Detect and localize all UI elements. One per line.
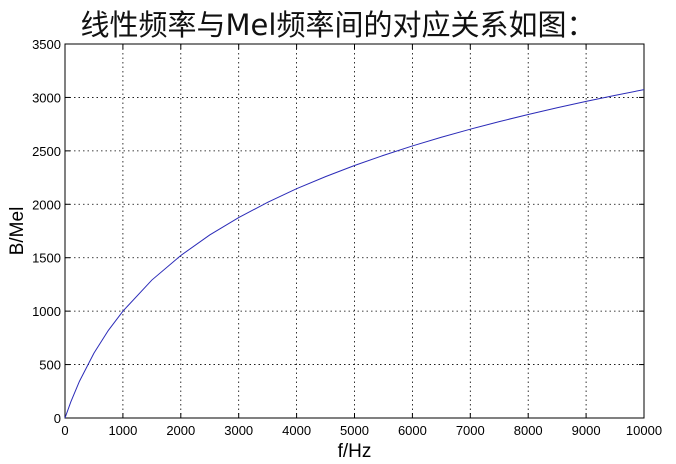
y-tick-label: 1000 — [32, 304, 61, 319]
y-axis-label: B/Mel — [7, 207, 28, 256]
plot-frame — [64, 43, 645, 419]
x-tick-label: 0 — [61, 423, 68, 438]
x-tick-label: 7000 — [456, 423, 485, 438]
x-tick-label: 1000 — [108, 423, 137, 438]
axis-ticks — [64, 43, 645, 419]
y-tick-label: 2500 — [32, 144, 61, 159]
y-tick-label: 1500 — [32, 251, 61, 266]
x-tick-label: 9000 — [572, 423, 601, 438]
x-tick-label: 3000 — [224, 423, 253, 438]
y-tick-label: 500 — [39, 358, 61, 373]
x-tick-label: 4000 — [282, 423, 311, 438]
y-tick-label: 3500 — [32, 37, 61, 52]
slide-title: 线性频率与Mel频率间的对应关系如图： — [80, 8, 596, 42]
x-tick-label: 5000 — [340, 423, 369, 438]
y-tick-label: 2000 — [32, 197, 61, 212]
x-tick-labels: 0 1000 2000 3000 4000 5000 6000 7000 8000 9000 100… — [61, 423, 662, 438]
x-tick-label: 2000 — [166, 423, 195, 438]
grid-lines — [65, 44, 644, 418]
series-line — [64, 89, 645, 419]
x-tick-label: 6000 — [398, 423, 427, 438]
y-tick-label: 3000 — [32, 90, 61, 105]
x-axis-label: f/Hz — [338, 441, 372, 462]
x-tick-label: 8000 — [514, 423, 543, 438]
y-tick-labels: 0 500 1000 1500 2000 2500 3000 3500 — [32, 37, 61, 426]
x-tick-label: 10000 — [626, 423, 662, 438]
y-tick-label: 0 — [54, 411, 61, 426]
